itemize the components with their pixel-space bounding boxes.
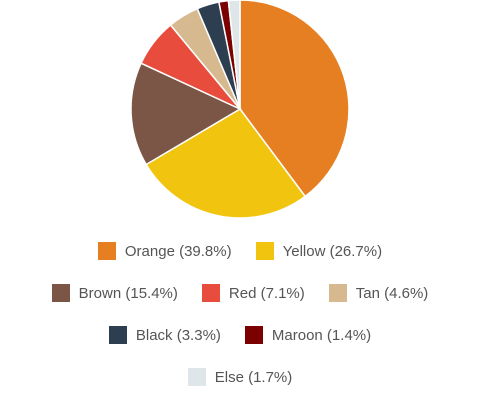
legend-swatch xyxy=(244,326,263,344)
legend-item: Brown (15.4%) xyxy=(51,284,178,302)
legend-swatch xyxy=(97,242,116,260)
legend-swatch xyxy=(187,368,206,386)
pie-slice xyxy=(239,0,350,198)
legend-item: Yellow (26.7%) xyxy=(255,242,383,260)
pie-slice xyxy=(145,108,307,219)
legend-item: Else (1.7%) xyxy=(187,368,293,386)
pie-slice xyxy=(227,0,241,110)
legend-item: Black (3.3%) xyxy=(108,326,221,344)
legend-item: Tan (4.6%) xyxy=(328,284,429,302)
legend-label: Orange (39.8%) xyxy=(124,242,232,260)
legend-row: Else (1.7%) xyxy=(0,356,480,398)
legend-row: Orange (39.8%) Yellow (26.7%) xyxy=(0,230,480,272)
legend-item: Maroon (1.4%) xyxy=(244,326,372,344)
legend-label: Black (3.3%) xyxy=(135,326,221,344)
legend-swatch xyxy=(108,326,127,344)
legend-swatch xyxy=(51,284,70,302)
legend-swatch xyxy=(201,284,220,302)
legend-label: Tan (4.6%) xyxy=(355,284,429,302)
legend-label: Brown (15.4%) xyxy=(78,284,178,302)
legend-label: Else (1.7%) xyxy=(214,368,293,386)
legend-row: Brown (15.4%) Red (7.1%) Tan (4.6%) xyxy=(0,272,480,314)
pie-area xyxy=(130,0,350,219)
legend-label: Yellow (26.7%) xyxy=(282,242,383,260)
legend-swatch xyxy=(328,284,347,302)
legend-label: Maroon (1.4%) xyxy=(271,326,372,344)
legend-label: Red (7.1%) xyxy=(228,284,305,302)
legend: Orange (39.8%) Yellow (26.7%) Brown (15.4%… xyxy=(0,230,480,398)
legend-row: Black (3.3%) Maroon (1.4%) xyxy=(0,314,480,356)
legend-swatch xyxy=(255,242,274,260)
legend-item: Red (7.1%) xyxy=(201,284,305,302)
legend-item: Orange (39.8%) xyxy=(97,242,232,260)
pie-slice xyxy=(130,62,242,166)
